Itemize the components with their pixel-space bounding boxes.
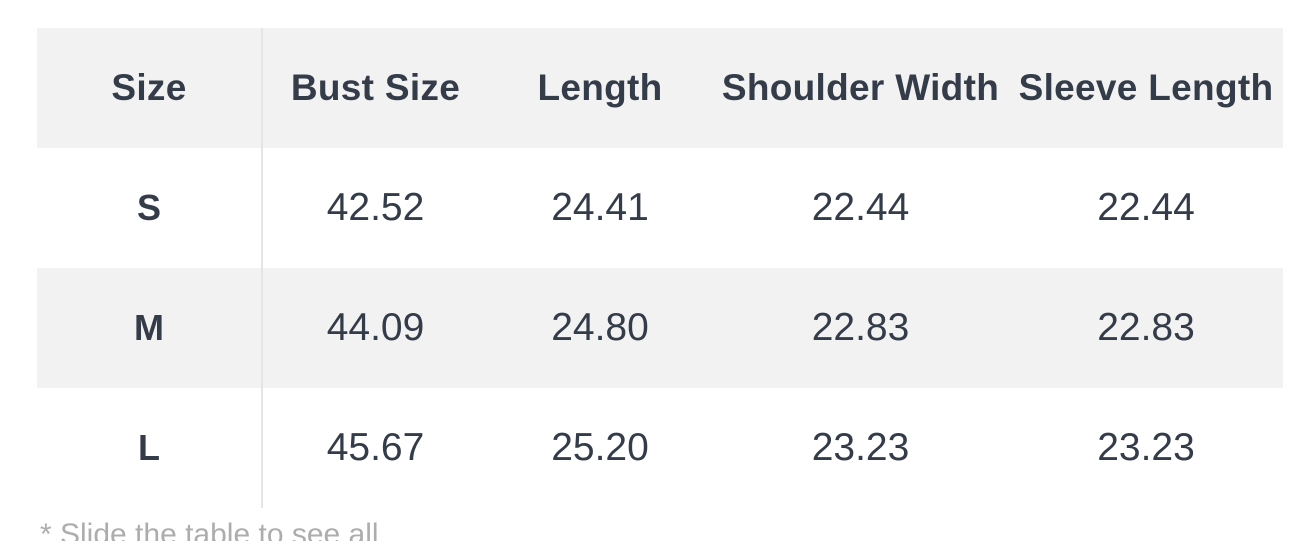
shoulder-width-value-m: 22.83	[811, 306, 910, 349]
size-chart-table[interactable]: Size Bust Size Length Shoulder Width Sle…	[37, 28, 1284, 508]
table-caption: * Slide the table to see all	[40, 518, 379, 541]
size-label-m: M	[37, 268, 263, 388]
column-header-bust-size: Bust Size	[290, 67, 461, 108]
column-header-sleeve-length: Sleeve Length	[1018, 67, 1274, 108]
table-row-size-m: M 44.09 24.80 22.83 22.83	[37, 268, 1283, 388]
column-header-size: Size	[37, 28, 263, 148]
sleeve-length-value-l: 23.23	[1097, 426, 1195, 469]
sleeve-length-value-s: 22.44	[1097, 186, 1195, 229]
column-header-shoulder-width: Shoulder Width	[721, 67, 1000, 108]
bust-value-l: 45.67	[326, 426, 425, 469]
length-value-s: 24.41	[551, 186, 649, 229]
bust-value-m: 44.09	[326, 306, 425, 349]
bust-value-s: 42.52	[326, 186, 425, 229]
size-label-l: L	[37, 388, 263, 508]
size-label-s: S	[37, 148, 263, 268]
table-row-size-s: S 42.52 24.41 22.44 22.44	[37, 148, 1283, 268]
length-value-m: 24.80	[551, 306, 649, 349]
shoulder-width-value-l: 23.23	[811, 426, 910, 469]
length-value-l: 25.20	[551, 426, 649, 469]
shoulder-width-value-s: 22.44	[811, 186, 910, 229]
header-row: Size Bust Size Length Shoulder Width Sle…	[37, 28, 1283, 148]
table-row-size-l: L 45.67 25.20 23.23 23.23	[37, 388, 1283, 508]
sleeve-length-value-m: 22.83	[1097, 306, 1195, 349]
column-header-length: Length	[537, 67, 663, 108]
